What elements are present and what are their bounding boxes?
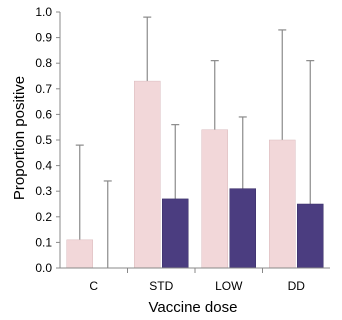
x-category-label: C [89, 279, 98, 293]
y-tick-label: 0.2 [35, 210, 52, 224]
bars [66, 80, 324, 269]
y-tick-label: 0.3 [35, 184, 52, 198]
y-axis-title: Proportion positive [11, 76, 28, 200]
x-category-label: LOW [215, 279, 243, 293]
y-tick-label: 0.6 [35, 107, 52, 121]
bar [229, 188, 256, 269]
y-tick-label: 0.4 [35, 159, 52, 173]
y-tick-label: 0.5 [35, 133, 52, 147]
error-bars [75, 16, 315, 268]
x-axis-title: Vaccine dose [149, 299, 238, 316]
y-tick-label: 0.0 [35, 261, 52, 275]
bar [134, 80, 161, 269]
axes [59, 12, 330, 273]
bar [66, 239, 93, 269]
y-tick-label: 0.7 [35, 82, 52, 96]
bar [297, 203, 324, 269]
bar [269, 139, 296, 269]
y-tick-label: 1.0 [35, 5, 52, 19]
y-tick-label: 0.1 [35, 235, 52, 249]
bar [201, 129, 228, 269]
x-category-label: STD [149, 279, 173, 293]
bar [162, 198, 189, 269]
x-axis-categories: C STD LOW DD [89, 279, 305, 293]
y-tick-label: 0.9 [35, 31, 52, 45]
x-category-label: DD [288, 279, 306, 293]
y-tick-label: 0.8 [35, 56, 52, 70]
y-axis-ticks: 0.0 0.1 0.2 0.3 0.4 0.5 0.6 0.7 0.8 0.9 1.0 [35, 5, 60, 275]
